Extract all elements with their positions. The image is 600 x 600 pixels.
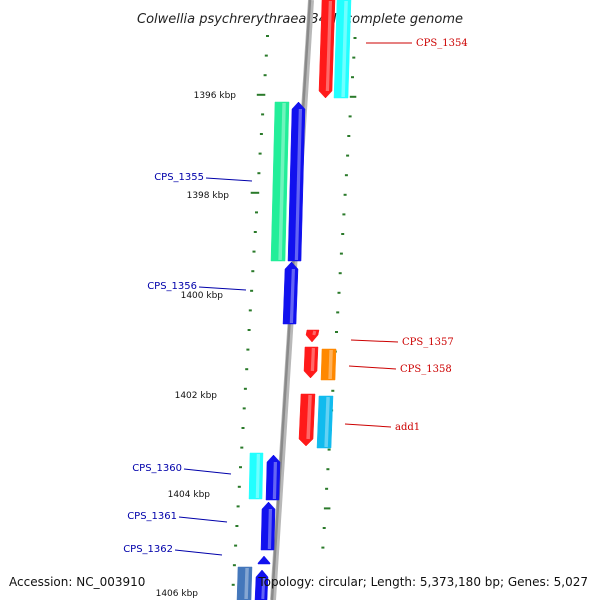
scale-label: 1396 kbp <box>194 91 237 101</box>
gene-label-cps-1360: CPS_1360 <box>132 463 182 474</box>
gene-cps-1360[interactable] <box>265 454 281 501</box>
gene-cps-1360-highlight <box>272 461 278 500</box>
scale-label: 1402 kbp <box>175 391 218 401</box>
gene-cps-1356-highlight <box>289 268 296 324</box>
leader-line-cps-1358 <box>348 365 397 370</box>
map-title: Colwellia psychrerythraea 34H, complete … <box>137 12 463 27</box>
gene-unlabeled-8-highlight <box>306 394 312 440</box>
leader-line-cps-1360 <box>183 468 232 475</box>
gene-cps-1358[interactable] <box>303 346 319 379</box>
leader-line-cps-1362 <box>174 549 223 556</box>
gene-unlabeled-1[interactable] <box>333 0 352 99</box>
scale-label: 1400 kbp <box>181 291 224 301</box>
gene-label-cps-1361: CPS_1361 <box>127 511 177 522</box>
gene-label-cps-1362: CPS_1362 <box>123 544 173 555</box>
label-leader-lines <box>174 42 412 556</box>
gene-unlabeled-7[interactable] <box>320 348 337 381</box>
gene-label-add1: add1 <box>395 422 420 433</box>
gene-cps-1354-highlight <box>325 0 333 92</box>
gene-cps-1356[interactable] <box>282 261 299 325</box>
scale-labels: 1396 kbp 1398 kbp 1400 kbp 1402 kbp 1404 kbp… <box>156 91 237 599</box>
gene-label-cps-1356: CPS_1356 <box>147 281 197 292</box>
gene-cps-1355-highlight <box>294 108 303 261</box>
leader-line-add1 <box>344 423 392 428</box>
gene-labels: CPS_1354 CPS_1355 CPS_1356 CPS_1357 CPS_1358… <box>123 38 468 555</box>
topology-text: Topology: circular; Length: 5,373,180 bp… <box>257 575 588 589</box>
gene-unlabeled-7-highlight <box>328 349 333 380</box>
gene-unlabeled-15-highlight <box>261 576 266 600</box>
gene-cps-1355[interactable] <box>287 101 306 262</box>
gene-label-cps-1358: CPS_1358 <box>400 364 452 375</box>
gene-cps-1361[interactable] <box>260 501 276 551</box>
gene-unlabeled-2[interactable] <box>270 101 290 262</box>
leader-line-cps-1357 <box>350 339 399 343</box>
gene-label-cps-1354: CPS_1354 <box>416 38 468 49</box>
gene-cps-1358-highlight <box>310 347 316 372</box>
scale-label: 1398 kbp <box>187 191 230 201</box>
scale-label: 1406 kbp <box>156 589 199 599</box>
gene-unlabeled-14[interactable] <box>236 566 253 600</box>
gene-features[interactable] <box>236 0 352 600</box>
gene-unlabeled-14-highlight <box>244 567 249 600</box>
gene-unlabeled-10[interactable] <box>248 452 264 500</box>
gene-unlabeled-15[interactable] <box>254 569 269 600</box>
gene-unlabeled-10-highlight <box>255 453 261 499</box>
gene-unlabeled-2-highlight <box>278 102 286 261</box>
accession-text: Accession: NC_003910 <box>9 575 145 589</box>
gene-add1[interactable] <box>316 395 334 449</box>
leader-line-cps-1356 <box>198 286 247 291</box>
gene-add1-highlight <box>324 396 330 448</box>
scale-label: 1404 kbp <box>168 490 211 500</box>
gene-label-cps-1357: CPS_1357 <box>402 337 454 348</box>
leader-line-cps-1355 <box>205 177 253 182</box>
gene-cps-1361-highlight <box>267 508 273 550</box>
gene-cps-1357[interactable] <box>305 329 320 343</box>
gene-unlabeled-8[interactable] <box>298 393 316 447</box>
gene-cps-1354[interactable] <box>318 0 336 99</box>
gene-cps-1362[interactable] <box>257 555 271 565</box>
leader-line-cps-1361 <box>178 516 228 523</box>
gene-label-cps-1355: CPS_1355 <box>154 172 204 183</box>
gene-unlabeled-1-highlight <box>341 0 348 98</box>
gene-cps-1357-highlight <box>312 330 317 336</box>
